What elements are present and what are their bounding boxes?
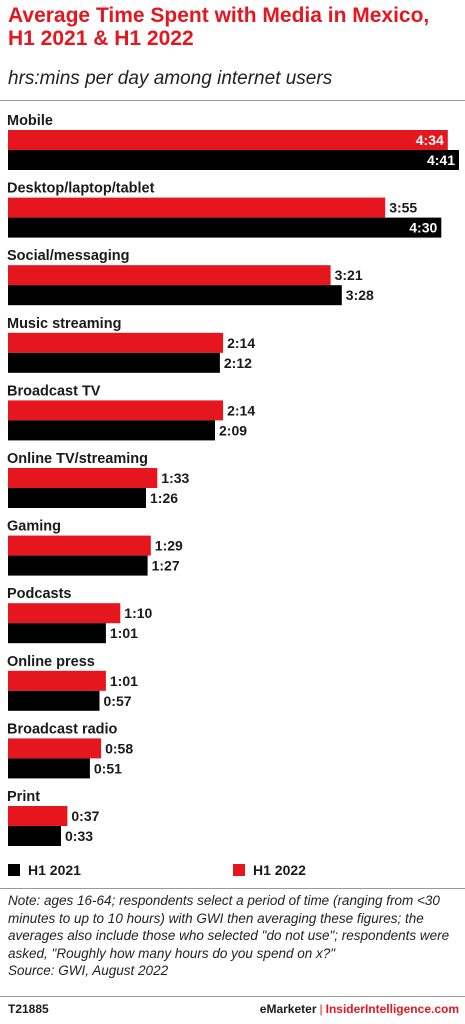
legend-label-h1-2021: H1 2021 — [28, 862, 81, 878]
bar-chart: Mobile 4:34 4:41 Desktop/laptop/tablet 3:55 4… — [7, 113, 459, 846]
data-label-music-streaming-h1-2022: 2:14 — [227, 335, 255, 351]
bar-gaming-h1-2021 — [8, 555, 148, 576]
data-label-online-press-h1-2022: 1:01 — [110, 673, 138, 689]
category-label-mobile: Mobile — [7, 113, 53, 129]
bar-online-press-h1-2022 — [8, 670, 106, 691]
category-label-print: Print — [7, 789, 40, 805]
legend-swatch-h1-2021 — [8, 864, 20, 876]
bar-mobile-h1-2021 — [8, 150, 459, 170]
data-label-desktop-laptop-tablet-h1-2021: 4:30 — [409, 220, 437, 236]
data-label-podcasts-h1-2022: 1:10 — [124, 605, 152, 621]
brand-emarketer: eMarketer — [259, 1002, 317, 1016]
legend-swatch-h1-2022 — [233, 864, 245, 876]
bar-social-messaging-h1-2021 — [8, 285, 342, 306]
data-label-mobile-h1-2022: 4:34 — [416, 132, 444, 148]
data-label-music-streaming-h1-2021: 2:12 — [224, 355, 252, 371]
legend-item-h1-2022: H1 2022 — [233, 862, 306, 878]
category-label-desktop-laptop-tablet: Desktop/laptop/tablet — [7, 181, 155, 197]
category-label-online-press: Online press — [7, 654, 95, 670]
bar-broadcast-radio-h1-2021 — [8, 758, 90, 779]
data-label-broadcast-radio-h1-2022: 0:58 — [105, 740, 133, 756]
category-label-gaming: Gaming — [7, 519, 61, 535]
data-label-print-h1-2021: 0:33 — [65, 828, 93, 844]
chart-id: T21885 — [8, 1002, 49, 1016]
bar-social-messaging-h1-2022 — [8, 265, 331, 286]
bar-music-streaming-h1-2022 — [8, 332, 224, 353]
data-label-broadcast-radio-h1-2021: 0:51 — [94, 760, 122, 776]
category-label-social-messaging: Social/messaging — [7, 248, 130, 264]
category-label-online-tv-streaming: Online TV/streaming — [7, 451, 148, 467]
data-label-print-h1-2022: 0:37 — [71, 808, 99, 824]
bar-gaming-h1-2022 — [8, 535, 151, 556]
data-label-online-tv-streaming-h1-2021: 1:26 — [150, 490, 178, 506]
legend-label-h1-2022: H1 2022 — [253, 862, 306, 878]
brand-separator: | — [319, 1002, 323, 1016]
category-label-broadcast-radio: Broadcast radio — [7, 721, 118, 737]
category-label-podcasts: Podcasts — [7, 586, 71, 602]
legend: H1 2021 H1 2022 — [8, 862, 458, 882]
bar-print-h1-2021 — [8, 826, 61, 846]
brand-footer: eMarketer | InsiderIntelligence.com — [260, 1002, 459, 1016]
bar-broadcast-tv-h1-2021 — [8, 420, 215, 441]
footer-divider — [0, 996, 465, 997]
chart-title: Average Time Spent with Media in Mexico,… — [8, 4, 430, 50]
bar-desktop-laptop-tablet-h1-2022 — [8, 197, 386, 218]
data-label-broadcast-tv-h1-2022: 2:14 — [227, 402, 255, 418]
data-label-gaming-h1-2021: 1:27 — [152, 558, 180, 574]
bar-online-press-h1-2021 — [8, 690, 100, 711]
footnote: Note: ages 16-64; respondents select a p… — [8, 892, 460, 980]
data-label-online-tv-streaming-h1-2022: 1:33 — [161, 470, 189, 486]
bar-online-tv-streaming-h1-2022 — [8, 468, 158, 488]
bar-podcasts-h1-2022 — [8, 603, 121, 624]
data-label-gaming-h1-2022: 1:29 — [155, 538, 183, 554]
data-label-online-press-h1-2021: 0:57 — [104, 693, 132, 709]
chart-subtitle: hrs:mins per day among internet users — [8, 68, 333, 89]
note-text: Note: ages 16-64; respondents select a p… — [8, 893, 450, 961]
category-label-broadcast-tv: Broadcast TV — [7, 383, 101, 399]
bar-online-tv-streaming-h1-2021 — [8, 488, 146, 508]
bar-print-h1-2022 — [8, 806, 68, 826]
top-divider — [0, 100, 465, 101]
legend-item-h1-2021: H1 2021 — [8, 862, 81, 878]
source-text: Source: GWI, August 2022 — [8, 963, 169, 978]
data-label-social-messaging-h1-2022: 3:21 — [335, 267, 363, 283]
bar-music-streaming-h1-2021 — [8, 352, 220, 373]
data-label-broadcast-tv-h1-2021: 2:09 — [219, 422, 247, 438]
data-label-podcasts-h1-2021: 1:01 — [110, 625, 138, 641]
note-divider — [0, 888, 465, 889]
bar-broadcast-radio-h1-2022 — [8, 738, 102, 759]
bar-broadcast-tv-h1-2022 — [8, 400, 224, 421]
bar-podcasts-h1-2021 — [8, 623, 106, 644]
bar-mobile-h1-2022 — [8, 130, 448, 150]
brand-insider-intelligence: InsiderIntelligence.com — [325, 1002, 459, 1016]
data-label-social-messaging-h1-2021: 3:28 — [346, 287, 374, 303]
category-label-music-streaming: Music streaming — [7, 316, 121, 332]
data-label-desktop-laptop-tablet-h1-2022: 3:55 — [389, 200, 417, 216]
bar-desktop-laptop-tablet-h1-2021 — [8, 217, 442, 238]
data-label-mobile-h1-2021: 4:41 — [427, 152, 455, 168]
